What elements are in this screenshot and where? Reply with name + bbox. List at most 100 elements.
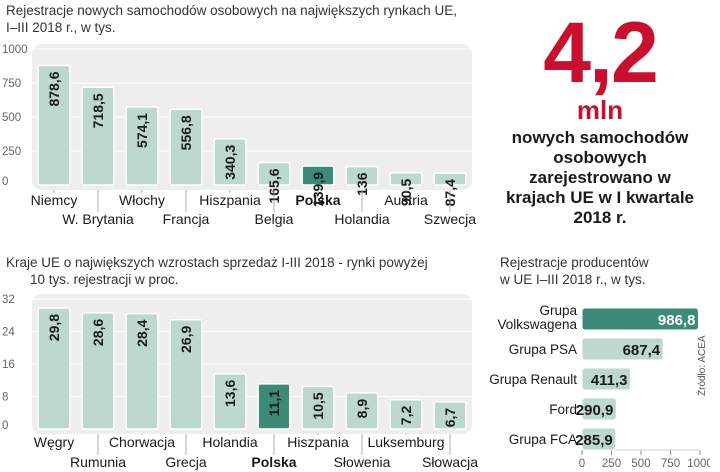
chart3-bar (581, 397, 617, 421)
chart2-category-label: Hiszpania (287, 434, 349, 450)
chart2-category-label: Chorwacja (109, 434, 175, 450)
chart3-value-label: 986,8 (658, 312, 696, 329)
chart2-value-label: 28,4 (134, 319, 150, 346)
highlight-line-5: 2018 r. (573, 208, 627, 227)
chart2-category-label: Węgry (34, 434, 74, 450)
chart2-value-label: 28,6 (90, 319, 106, 346)
highlight-line-3: zarejestrowano w (529, 168, 671, 187)
chart3-title: Rejestracje producentów (500, 255, 649, 270)
chart3-xtick-label: 500 (631, 458, 650, 470)
chart2-bar (37, 307, 71, 430)
chart1-bar (213, 137, 247, 186)
source-note: Źródło: ACEA (697, 335, 708, 396)
chart1-category-label: Włochy (119, 192, 165, 208)
chart2-subtitle: 10 tys. rejestracji w proc. (30, 272, 179, 287)
chart3-bar (581, 427, 617, 451)
chart1-category-label: Francja (163, 211, 210, 227)
chart1-value-label: 165,6 (266, 168, 282, 203)
chart1-ytick-label: 750 (2, 78, 21, 90)
chart1-category-label: Szwecja (424, 211, 476, 227)
chart2-bar (125, 312, 159, 430)
chart1-bar (389, 171, 423, 186)
chart2-growth-by-country: 0 8 16 24 32 29,8 Węgry 28,6 Rumunia 28,4 Chorwacj… (2, 294, 478, 470)
chart1-ytick-label: 250 (2, 146, 21, 158)
chart2-bar (169, 318, 203, 430)
chart1-category-label: Polska (295, 192, 340, 208)
chart1-category-label: W. Brytania (62, 211, 134, 227)
chart1-bar (433, 172, 467, 186)
chart1-category-label: Holandia (334, 211, 389, 227)
chart2-category-label: Słowacja (422, 454, 478, 470)
chart2-value-label: 29,8 (46, 314, 62, 341)
chart3-bar (581, 337, 664, 361)
chart3-xtick-label: 0 (579, 458, 585, 470)
chart2-title: Kraje UE o największych wzrostach sprzed… (6, 255, 428, 270)
chart2-ytick-label: 24 (2, 327, 15, 339)
chart2-category-label: Holandia (202, 434, 257, 450)
chart2-bar (301, 385, 335, 430)
chart3-xtick-label: 250 (602, 458, 621, 470)
chart3-bar (581, 367, 632, 391)
chart1-value-label: 878,6 (46, 71, 62, 106)
chart2-value-label: 11,1 (266, 390, 282, 417)
chart2-value-label: 10,5 (310, 392, 326, 419)
chart3-value-label: 411,3 (591, 372, 628, 389)
chart1-bar (37, 64, 71, 186)
chart2-value-label: 13,6 (222, 380, 238, 407)
highlight-description: nowych samochodów osobowych zarejestrowa… (480, 128, 720, 228)
chart1-bar (301, 165, 335, 186)
chart1-title: Rejestracje nowych samochodów osobowych … (6, 3, 457, 18)
chart1-value-label: 136 (354, 172, 370, 196)
chart1-bar (169, 108, 203, 186)
chart1-ytick-label: 500 (2, 112, 21, 124)
chart1-ytick-label: 0 (2, 176, 8, 188)
chart2-category-label: Słowenia (334, 454, 391, 470)
chart3-bar (581, 307, 699, 331)
chart3-xtick-label: 750 (661, 458, 680, 470)
chart2-bar (345, 392, 379, 430)
chart2-bar (81, 312, 115, 430)
chart2-ytick-label: 0 (2, 420, 8, 432)
chart2-category-label: Rumunia (70, 454, 126, 470)
chart3-value-label: 290,9 (576, 402, 614, 419)
chart2-bar (213, 373, 247, 430)
chart1-bar (257, 161, 291, 186)
chart2-bar (389, 399, 423, 430)
highlight-unit: mln (576, 95, 624, 125)
chart2-category-label: Grecja (165, 454, 206, 470)
chart3-category-label: Ford (549, 402, 577, 417)
chart3-category-label: Grupa FCA (509, 432, 577, 447)
chart1-bar (81, 86, 115, 186)
chart3-category-label-line: Grupa FCA (509, 432, 577, 447)
highlight-line-4: krajach UE w I kwartale (505, 188, 695, 207)
chart1-bar (345, 165, 379, 186)
chart1-value-label: 139,9 (310, 172, 326, 207)
chart2-ytick-label: 32 (2, 294, 15, 306)
chart2-category-label: Luksemburg (367, 434, 444, 450)
chart1-registrations-by-market: 0 250 500 750 1000 878,6 Niemcy 718,5 W. Brytani… (2, 44, 476, 227)
chart1-subtitle: I–III 2018 r., w tys. (6, 20, 116, 35)
highlight-number: 4,2 (543, 5, 659, 101)
chart3-category-label-line: Grupa PSA (509, 342, 577, 357)
chart3-xtick-label: 1000 (687, 458, 710, 470)
chart1-value-label: 556,8 (178, 115, 194, 150)
chart3-value-label: 687,4 (623, 342, 661, 359)
chart3-category-label-line: Grupa (539, 303, 577, 318)
chart2-bar (257, 383, 291, 430)
chart1-category-label: Belgia (255, 211, 294, 227)
chart2-value-label: 6,7 (442, 408, 458, 428)
chart1-category-label: Austria (384, 192, 428, 208)
highlight-line-2: osobowych (553, 148, 647, 167)
chart3-category-label-line: Ford (549, 402, 577, 417)
chart3-subtitle: w UE I–III 2018 r., w tys. (500, 272, 646, 287)
chart1-category-label: Hiszpania (199, 192, 261, 208)
chart1-bar (125, 106, 159, 186)
chart2-value-label: 26,9 (178, 326, 194, 353)
chart3-category-label: Grupa Volkswagena (497, 303, 577, 332)
chart2-value-label: 8,9 (354, 399, 370, 419)
chart3-category-label-line: Volkswagena (497, 317, 577, 332)
chart3-producers: 0 250 500 750 1000 986,8 Grupa Volkswagena 687,4… (489, 303, 710, 470)
chart1-ytick-label: 1000 (2, 44, 28, 56)
chart1-value-label: 718,5 (90, 93, 106, 128)
chart1-category-label: Niemcy (31, 192, 78, 208)
